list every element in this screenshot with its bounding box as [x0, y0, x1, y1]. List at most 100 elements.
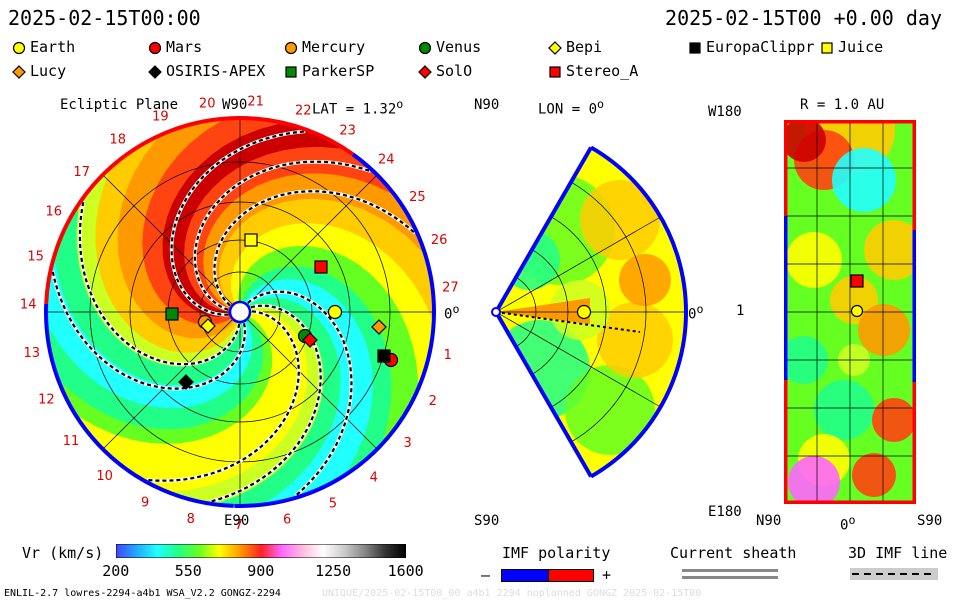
- carrington-number: 9: [141, 496, 149, 511]
- colorbar-tick-label: 200: [102, 562, 130, 580]
- meridional-n90-label: N90: [474, 97, 500, 113]
- body-marker-stereo-a: [314, 260, 328, 274]
- vr-colorbar: [116, 544, 406, 558]
- mercator-x-zero: 0o: [840, 513, 856, 534]
- imf-minus-label: –: [481, 566, 491, 584]
- vr-region: [864, 220, 916, 280]
- vr-region: [580, 180, 660, 260]
- legend-label: Stereo_A: [566, 62, 639, 80]
- legend-label: ParkerSP: [302, 62, 375, 80]
- vr-region: [814, 380, 874, 440]
- polarity-rim-arc: [44, 116, 355, 305]
- vr-region: [872, 398, 916, 442]
- meridional-s90-label: S90: [474, 513, 500, 529]
- body-marker-parkersp: [165, 307, 179, 321]
- ecliptic-e90-label: E90: [224, 513, 250, 529]
- carrington-number: 27: [442, 280, 459, 295]
- imf-field-line: [51, 270, 247, 390]
- carrington-number: 3: [404, 436, 412, 451]
- body-marker-earth: [327, 304, 343, 320]
- imf-field-line: [193, 160, 371, 311]
- carrington-number: 6: [283, 513, 291, 528]
- vr-region: [500, 230, 560, 290]
- mercator-x-s90: S90: [917, 513, 943, 529]
- meridional-grid-line: [496, 311, 661, 408]
- footer-run-info: UNIQUE/2025-02-15T00_00 a4b1 2294 noplan…: [322, 588, 702, 599]
- imf-field-line: [146, 310, 300, 482]
- polarity-rim-edge: [494, 311, 593, 478]
- carrington-number: 25: [409, 190, 426, 205]
- mercator-w180-label: W180: [708, 104, 742, 120]
- legend-item-lucy: Lucy: [12, 62, 66, 80]
- ecliptic-lat-label: LAT = 1.32o: [312, 97, 404, 118]
- carrington-number: 2: [429, 394, 437, 409]
- carrington-number: 4: [370, 471, 378, 486]
- imf-field-line: [209, 304, 322, 503]
- meridional-lon-label: LON = 0o: [538, 97, 605, 118]
- vr-region: [597, 302, 673, 378]
- carrington-number: 22: [295, 104, 312, 119]
- legend-item-mercury: Mercury: [284, 38, 365, 56]
- colorbar-title: Vr (km/s): [22, 544, 104, 562]
- body-marker-solo: [302, 332, 318, 348]
- carrington-number: 5: [329, 497, 337, 512]
- left-datetime: 2025-02-15T00:00: [8, 6, 201, 30]
- imf-polarity-title: IMF polarity: [502, 544, 611, 562]
- colorbar-tick-label: 1250: [315, 562, 352, 580]
- carrington-number: 24: [378, 153, 395, 168]
- body-marker-europaclippr: [377, 349, 391, 363]
- current-sheath-line-2: [682, 576, 778, 579]
- imf-line-title: 3D IMF line: [848, 544, 948, 562]
- vr-region: [619, 254, 671, 306]
- polarity-rim-arc: [234, 152, 436, 508]
- imf-line-sample: [850, 568, 938, 580]
- legend-item-solo: SolO: [418, 62, 472, 80]
- legend-label: Bepi: [566, 38, 603, 56]
- vr-region: [858, 304, 910, 356]
- mercator-x-n90: N90: [756, 513, 782, 529]
- body-marker-juice: [244, 233, 258, 247]
- polarity-rim-arc: [589, 145, 688, 479]
- carrington-number: 13: [24, 346, 41, 361]
- carrington-number: 26: [431, 233, 448, 248]
- sun-icon: [228, 300, 252, 324]
- ecliptic-zero-label: 0o: [444, 302, 460, 323]
- legend-item-mars: Mars: [148, 38, 202, 56]
- meridional-panel: [491, 145, 688, 479]
- imf-field-line: [170, 130, 306, 316]
- legend-label: Mercury: [302, 38, 366, 56]
- meridional-zero-label: 0o: [688, 302, 704, 323]
- current-sheath-line-1: [682, 569, 778, 572]
- imf-field-line: [247, 290, 353, 497]
- legend-label: Earth: [30, 38, 76, 56]
- carrington-number: 8: [187, 512, 195, 527]
- legend-label: Venus: [436, 38, 482, 56]
- legend-label: SolO: [436, 62, 473, 80]
- carrington-number: 1: [444, 348, 452, 363]
- legend-label: Lucy: [30, 62, 67, 80]
- carrington-number: 16: [46, 205, 63, 220]
- right-datetime: 2025-02-15T00 +0.00 day: [665, 6, 942, 30]
- colorbar-tick-label: 550: [174, 562, 202, 580]
- vr-region: [784, 120, 826, 162]
- imf-negative-swatch: [501, 569, 549, 582]
- imf-plus-label: +: [602, 566, 612, 584]
- ecliptic-w90-label: W90: [222, 97, 248, 113]
- current-sheath-title: Current sheath: [670, 544, 797, 562]
- colorbar-tick-label: 900: [247, 562, 275, 580]
- body-marker-earth: [576, 304, 592, 320]
- carrington-number: 7: [235, 518, 243, 530]
- body-marker-earth: [850, 304, 864, 318]
- mercator-panel: [784, 120, 916, 504]
- legend-item-parkersp: ParkerSP: [284, 62, 374, 80]
- legend-item-earth: Earth: [12, 38, 75, 56]
- legend-item-juice: Juice: [820, 38, 883, 56]
- colorbar-tick-label: 1600: [387, 562, 424, 580]
- carrington-number: 18: [110, 133, 127, 148]
- body-marker-bepi: [200, 318, 216, 334]
- carrington-number: 15: [27, 250, 44, 265]
- legend-label: EuropaClippr: [706, 38, 815, 56]
- carrington-number: 21: [247, 95, 264, 110]
